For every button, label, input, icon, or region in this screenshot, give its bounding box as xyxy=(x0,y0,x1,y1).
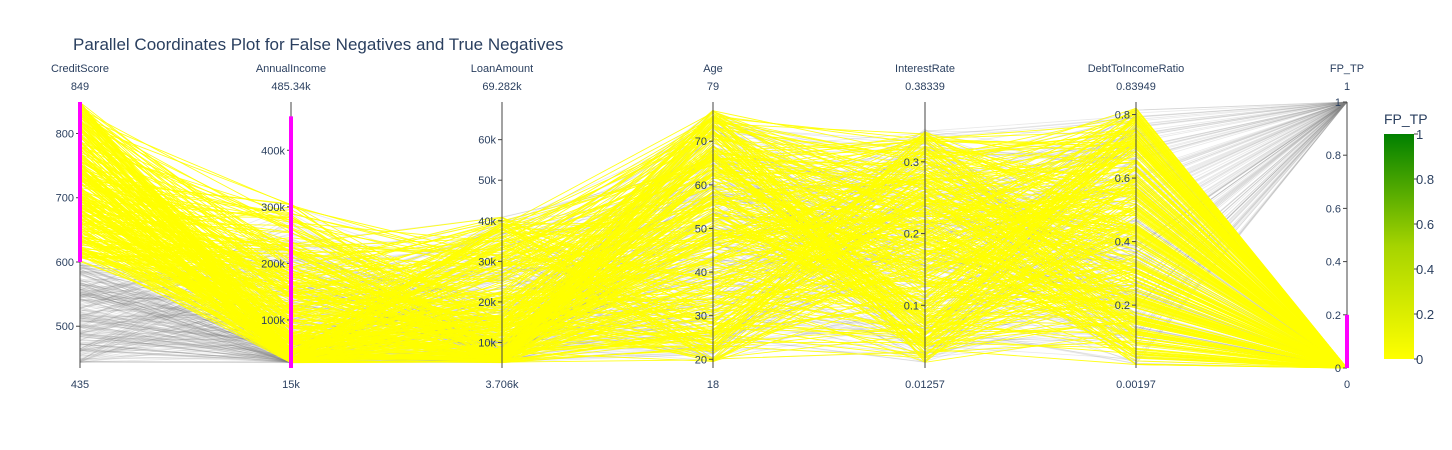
axis-max-label: 849 xyxy=(71,81,89,93)
axis-tick-label: 100k xyxy=(261,315,285,327)
axis-fp_tp[interactable]: FP_TP 1 00 0.2 0.4 0.6 0.8 1 xyxy=(1326,63,1364,391)
axis-tick-label: 10k xyxy=(478,337,496,349)
axis-tick-label: 50k xyxy=(478,175,496,187)
axis-min-label: 18 xyxy=(707,379,719,391)
axis-max-label: 0.38339 xyxy=(905,81,945,93)
colorbar-tick-label: 0.8 xyxy=(1416,172,1434,187)
colorbar-tick-label: 1 xyxy=(1416,127,1423,142)
axis-min-label: 435 xyxy=(71,379,89,391)
axis-loanamount[interactable]: LoanAmount 69.282k 3.706k 10k 20k 30k 40k 50k 60… xyxy=(471,63,533,391)
axis-tick-label: 20 xyxy=(695,354,707,366)
colorbar-gradient xyxy=(1384,134,1414,359)
constraint-range-bar[interactable] xyxy=(1345,314,1349,368)
constraint-range-bar[interactable] xyxy=(289,116,293,368)
axis-tick-label: 50 xyxy=(695,223,707,235)
axis-name-label: AnnualIncome xyxy=(256,63,326,75)
axis-tick-label: 800 xyxy=(56,128,74,140)
axis-tick-label: 40 xyxy=(695,267,707,279)
chart-title: Parallel Coordinates Plot for False Nega… xyxy=(73,35,563,54)
axis-age[interactable]: Age 79 18 20 30 40 50 60 70 xyxy=(695,63,723,391)
axis-name-label: InterestRate xyxy=(895,63,955,75)
axis-max-label: 1 xyxy=(1344,81,1350,93)
axis-min-label: 0 xyxy=(1344,379,1350,391)
axis-name-label: DebtToIncomeRatio xyxy=(1088,63,1185,75)
colorbar-tick-label: 0 xyxy=(1416,352,1423,367)
axis-name-label: Age xyxy=(703,63,723,75)
axis-tick-label: 0.1 xyxy=(904,300,919,312)
axis-name-label: LoanAmount xyxy=(471,63,533,75)
axis-tick-label: 0.2 xyxy=(904,229,919,241)
colorbar-title: FP_TP xyxy=(1384,111,1428,127)
axis-interestrate[interactable]: InterestRate 0.38339 0.01257 0.1 0.2 0.3 xyxy=(895,63,955,391)
colorbar-tick-label: 0.2 xyxy=(1416,307,1434,322)
axis-min-label: 15k xyxy=(282,379,300,391)
axis-tick-label: 30k xyxy=(478,256,496,268)
axis-tick-label: 0.4 xyxy=(1115,237,1130,249)
axis-tick-label: 300k xyxy=(261,202,285,214)
axis-tick-label: 60k xyxy=(478,135,496,147)
axis-max-label: 0.83949 xyxy=(1116,81,1156,93)
axis-tick-label: 600 xyxy=(56,257,74,269)
axis-tick-label: 400k xyxy=(261,145,285,157)
axis-debttoincomeratio[interactable]: DebtToIncomeRatio 0.83949 0.00197 0.2 0.4 0.6… xyxy=(1088,63,1185,391)
axis-tick-label: 40k xyxy=(478,216,496,228)
axis-tick-label: 0.3 xyxy=(904,157,919,169)
axis-max-label: 69.282k xyxy=(482,81,522,93)
axis-tick-label: 0.6 xyxy=(1326,203,1341,215)
axis-tick-label: 200k xyxy=(261,258,285,270)
axis-tick-label: 0.6 xyxy=(1115,173,1130,185)
axis-tick-label: 0.8 xyxy=(1115,110,1130,122)
colorbar-tick-label: 0.4 xyxy=(1416,262,1434,277)
axes-group: CreditScore849435500600700800AnnualIncom… xyxy=(51,63,1364,391)
constraint-range-bar[interactable] xyxy=(78,102,82,262)
axis-tick-label: 700 xyxy=(56,193,74,205)
axis-tick-label: 0.4 xyxy=(1326,257,1341,269)
axis-annualincome[interactable]: AnnualIncome 485.34k 15k 100k 200k 300k 400k xyxy=(256,63,326,391)
axis-tick-label: 0 xyxy=(1335,363,1341,375)
axis-tick-label: 20k xyxy=(478,297,496,309)
axis-tick-label: 500 xyxy=(56,321,74,333)
axis-max-label: 79 xyxy=(707,81,719,93)
axis-tick-label: 1 xyxy=(1335,97,1341,109)
axis-tick-label: 0.2 xyxy=(1326,310,1341,322)
axis-creditscore[interactable]: CreditScore 849 435 500 600 700 800 xyxy=(51,63,109,391)
colorbar: FP_TP 0 0.2 0.4 0.6 0.8 1 xyxy=(1384,111,1434,367)
axis-tick-label: 70 xyxy=(695,136,707,148)
axis-tick-label: 60 xyxy=(695,180,707,192)
axis-tick-label: 30 xyxy=(695,311,707,323)
axis-max-label: 485.34k xyxy=(271,81,311,93)
axis-min-label: 0.01257 xyxy=(905,379,945,391)
axis-min-label: 3.706k xyxy=(485,379,519,391)
colorbar-tick-label: 0.6 xyxy=(1416,217,1434,232)
axis-name-label: CreditScore xyxy=(51,63,109,75)
axis-name-label: FP_TP xyxy=(1330,63,1364,75)
axis-min-label: 0.00197 xyxy=(1116,379,1156,391)
axis-tick-label: 0.8 xyxy=(1326,150,1341,162)
axis-tick-label: 0.2 xyxy=(1115,300,1130,312)
